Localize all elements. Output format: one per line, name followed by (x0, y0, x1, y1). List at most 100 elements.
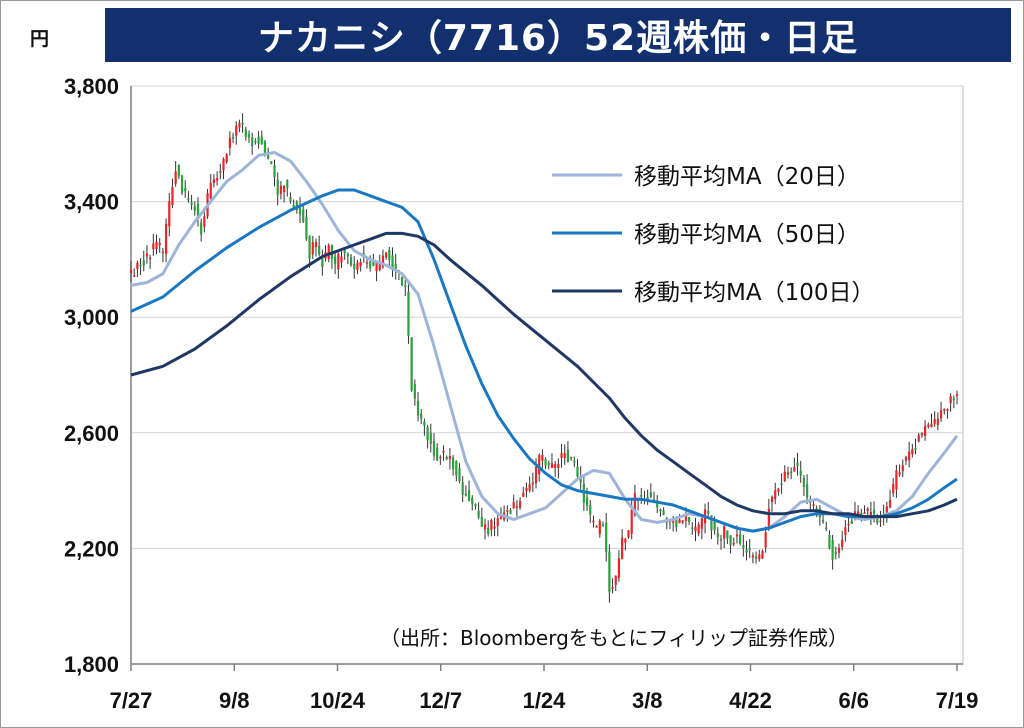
candle-body (196, 203, 200, 220)
candle-body (770, 496, 774, 503)
candle-body (723, 525, 726, 539)
candle-body (155, 241, 158, 249)
candle-body (282, 186, 286, 193)
candle-body (400, 276, 404, 286)
candle-body (691, 527, 694, 530)
candle-body (876, 516, 879, 523)
candle-body (464, 493, 467, 496)
candle-body (247, 134, 251, 138)
candle-body (161, 251, 165, 253)
candle-body (630, 509, 633, 534)
candle-body (569, 456, 573, 459)
candle-body (914, 448, 917, 451)
y-unit-label: 円 (30, 28, 50, 50)
candle-body (939, 410, 943, 419)
y-axis: 3,800 3,400 3,000 2,600 2,200 1,800 (64, 74, 132, 677)
candle-body (257, 136, 260, 144)
candle-body (697, 524, 700, 534)
ma-line (130, 231, 958, 519)
candle-body (509, 510, 512, 514)
candle-body (346, 254, 349, 257)
candle-body (923, 425, 927, 436)
legend-label: 移動平均MA（20日） (634, 164, 860, 190)
legend-label: 移動平均MA（50日） (634, 222, 860, 248)
candle-body (445, 456, 448, 460)
candle-body (592, 520, 595, 523)
candle-body (694, 526, 697, 532)
candle-body (171, 187, 174, 206)
candle-body (187, 198, 190, 200)
candle-body (608, 551, 611, 593)
candle-body (563, 452, 566, 458)
x-axis: 7/27 9/8 10/24 12/7 1/24 3/8 4/22 6/6 7/19 (110, 663, 978, 713)
y-tick-label: 2,200 (64, 536, 119, 561)
candle-body (869, 511, 873, 516)
candle-body (244, 129, 247, 137)
candle-body (136, 262, 139, 269)
candle-body (917, 435, 920, 442)
candle-body (203, 216, 206, 227)
candle-body (263, 141, 267, 155)
candle-body (442, 450, 445, 453)
candle-body (477, 510, 480, 518)
candle-body (228, 137, 231, 148)
candle-body (640, 494, 643, 497)
candle-body (844, 527, 847, 536)
candle-body (828, 534, 831, 549)
candle-body (892, 483, 895, 494)
candle-body (796, 462, 799, 467)
candle-body (895, 470, 898, 490)
candle-body (908, 451, 911, 461)
candle-body (215, 178, 219, 181)
candle-body (292, 204, 295, 208)
candle-body (149, 257, 152, 260)
source-note: （出所：Bloombergをもとにフィリップ証券作成） (380, 626, 848, 650)
candle-body (761, 550, 764, 559)
candle-body (898, 472, 901, 475)
candle-body (480, 517, 483, 527)
candle-body (624, 538, 627, 543)
candle-body (774, 490, 777, 500)
candle-body (790, 471, 793, 474)
candle-body (448, 456, 452, 460)
candle-body (589, 505, 592, 515)
candle-body (805, 484, 809, 498)
candle-body (662, 510, 665, 515)
candle-body (946, 409, 949, 411)
ma-line (130, 151, 959, 533)
candle-body (920, 433, 924, 436)
candle-body (732, 542, 735, 545)
candle-body (420, 413, 423, 419)
candle-body (512, 501, 515, 509)
x-tick-label: 10/24 (310, 688, 366, 713)
candle-body (687, 516, 691, 522)
candle-body (955, 394, 959, 397)
candle-body (557, 463, 560, 469)
candle-body (646, 496, 649, 500)
candle-body (767, 508, 770, 529)
candle-body (554, 464, 557, 469)
candle-body (560, 453, 563, 458)
candle-body (863, 512, 866, 515)
candle-body (254, 141, 257, 143)
candle-body (260, 136, 263, 145)
candle-body (885, 506, 888, 513)
candle-body (407, 291, 410, 336)
candle-body (793, 466, 796, 472)
candle-body (174, 171, 177, 184)
candle-body (901, 465, 904, 472)
candle-body (739, 534, 742, 544)
x-tick-label: 6/6 (838, 688, 869, 713)
candle-body (474, 504, 477, 507)
candle-body (541, 454, 544, 461)
candle-body (742, 545, 745, 548)
x-tick-label: 4/22 (729, 688, 772, 713)
candle-body (745, 549, 748, 553)
candle-body (369, 261, 372, 269)
candle-body (340, 256, 343, 263)
candle-body (423, 421, 426, 426)
candle-body (735, 534, 739, 537)
candle-body (614, 575, 617, 585)
candle-body (754, 556, 758, 559)
candle-body (365, 262, 369, 264)
